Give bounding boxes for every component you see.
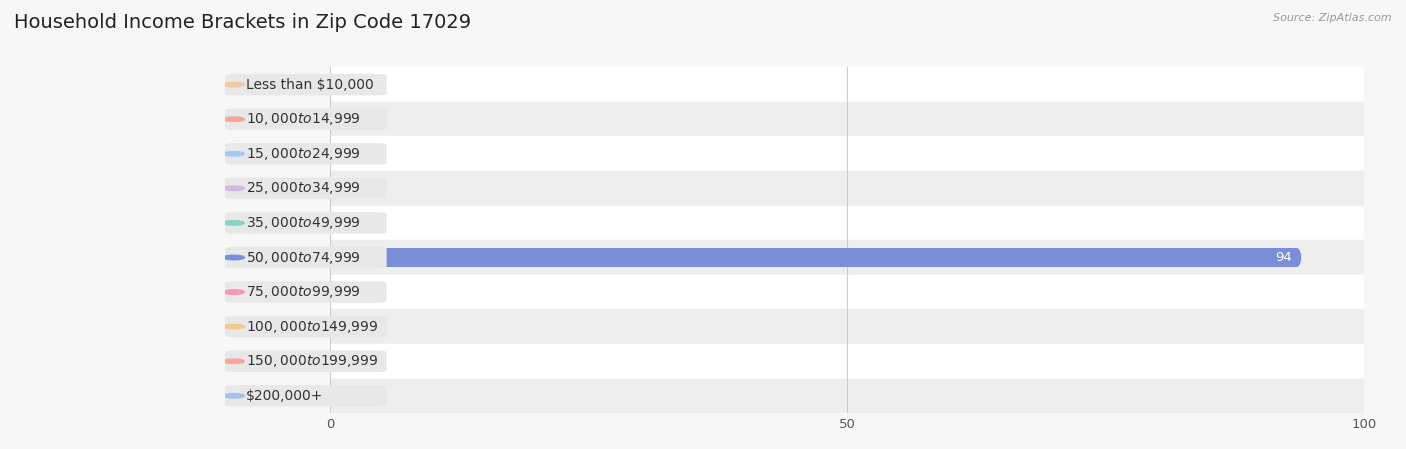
FancyBboxPatch shape — [330, 317, 367, 336]
Text: $200,000+: $200,000+ — [246, 389, 323, 403]
Text: 0: 0 — [375, 389, 384, 402]
Text: $35,000 to $49,999: $35,000 to $49,999 — [246, 215, 361, 231]
Text: 0: 0 — [375, 355, 384, 368]
Bar — [330, 240, 1364, 275]
FancyBboxPatch shape — [225, 247, 387, 268]
Text: $25,000 to $34,999: $25,000 to $34,999 — [246, 180, 361, 196]
Bar — [330, 309, 1364, 344]
Circle shape — [224, 117, 245, 122]
FancyBboxPatch shape — [225, 351, 387, 372]
Text: $50,000 to $74,999: $50,000 to $74,999 — [246, 250, 361, 265]
Circle shape — [224, 151, 245, 156]
FancyBboxPatch shape — [330, 282, 367, 302]
FancyBboxPatch shape — [330, 386, 367, 405]
Text: $10,000 to $14,999: $10,000 to $14,999 — [246, 111, 361, 127]
Bar — [330, 171, 1364, 206]
Text: $75,000 to $99,999: $75,000 to $99,999 — [246, 284, 361, 300]
FancyBboxPatch shape — [225, 316, 387, 337]
Text: $15,000 to $24,999: $15,000 to $24,999 — [246, 146, 361, 162]
Circle shape — [224, 359, 245, 364]
Circle shape — [224, 220, 245, 225]
Text: 0: 0 — [375, 216, 384, 229]
FancyBboxPatch shape — [330, 179, 367, 198]
FancyBboxPatch shape — [225, 109, 387, 130]
Circle shape — [224, 82, 245, 87]
FancyBboxPatch shape — [225, 385, 387, 406]
Bar — [330, 206, 1364, 240]
FancyBboxPatch shape — [225, 178, 387, 199]
Text: Less than $10,000: Less than $10,000 — [246, 78, 374, 92]
FancyBboxPatch shape — [225, 212, 387, 233]
Circle shape — [224, 255, 245, 260]
Text: 0: 0 — [375, 182, 384, 195]
FancyBboxPatch shape — [330, 144, 367, 163]
FancyBboxPatch shape — [330, 75, 367, 94]
FancyBboxPatch shape — [225, 143, 387, 164]
Bar — [330, 102, 1364, 136]
Circle shape — [224, 290, 245, 295]
FancyBboxPatch shape — [330, 213, 367, 233]
Text: 0: 0 — [375, 78, 384, 91]
Text: 0: 0 — [375, 147, 384, 160]
Text: 0: 0 — [375, 286, 384, 299]
Text: 0: 0 — [375, 320, 384, 333]
Bar — [330, 136, 1364, 171]
FancyBboxPatch shape — [330, 352, 367, 371]
Bar — [330, 67, 1364, 102]
Text: $100,000 to $149,999: $100,000 to $149,999 — [246, 319, 378, 335]
Circle shape — [224, 186, 245, 191]
Bar — [330, 344, 1364, 379]
Text: 94: 94 — [1275, 251, 1292, 264]
Circle shape — [224, 393, 245, 398]
FancyBboxPatch shape — [225, 282, 387, 303]
Text: Source: ZipAtlas.com: Source: ZipAtlas.com — [1274, 13, 1392, 23]
Bar — [330, 275, 1364, 309]
Text: 0: 0 — [375, 113, 384, 126]
Bar — [330, 379, 1364, 413]
FancyBboxPatch shape — [330, 110, 367, 129]
FancyBboxPatch shape — [225, 74, 387, 95]
Text: $150,000 to $199,999: $150,000 to $199,999 — [246, 353, 378, 369]
Text: Household Income Brackets in Zip Code 17029: Household Income Brackets in Zip Code 17… — [14, 13, 471, 32]
FancyBboxPatch shape — [330, 248, 1302, 267]
Circle shape — [224, 324, 245, 329]
